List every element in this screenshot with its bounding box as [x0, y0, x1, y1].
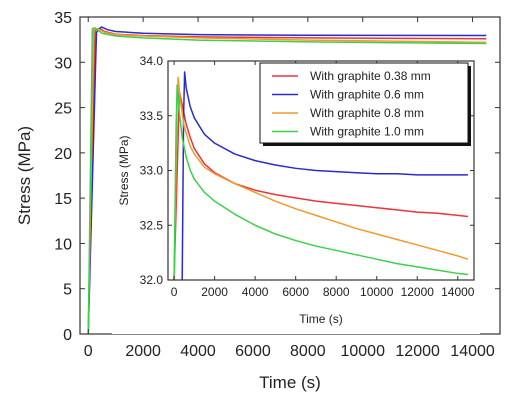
- inset-xtick-label: 2000: [201, 285, 228, 299]
- main-x-axis-label: Time (s): [259, 373, 321, 392]
- main-xtick-label: 10000: [340, 343, 385, 360]
- main-ytick-label: 25: [54, 101, 72, 118]
- inset-xtick-label: 0: [171, 285, 178, 299]
- legend-entry-with-graphite-0-38-mm: With graphite 0.38 mm: [310, 69, 431, 83]
- inset-xtick-label: 6000: [282, 285, 309, 299]
- inset-ytick-label: 34.0: [140, 54, 164, 68]
- main-xtick-label: 8000: [290, 343, 326, 360]
- main-ytick-label: 15: [54, 191, 72, 208]
- main-xtick-label: 6000: [235, 343, 271, 360]
- inset-x-axis-label: Time (s): [299, 312, 343, 326]
- inset-series-with-graphite-0-8-mm: [173, 76, 469, 280]
- legend-entry-with-graphite-1-0-mm: With graphite 1.0 mm: [310, 125, 424, 139]
- inset-ytick-label: 33.5: [140, 109, 164, 123]
- main-xtick-label: 0: [84, 343, 93, 360]
- main-series-with-graphite-1-0-mm: [87, 27, 487, 334]
- main-xtick-label: 12000: [395, 343, 440, 360]
- inset-y-axis-label: Stress (MPa): [117, 135, 131, 205]
- legend-entry-with-graphite-0-6-mm: With graphite 0.6 mm: [310, 88, 424, 102]
- main-ytick-label: 35: [54, 10, 72, 27]
- main-y-axis-label: Stress (MPa): [15, 126, 34, 225]
- inset-series-with-graphite-0-6-mm: [181, 71, 468, 280]
- main-ytick-label: 30: [54, 55, 72, 72]
- main-xtick-label: 2000: [125, 343, 161, 360]
- inset-xtick-label: 12000: [401, 285, 435, 299]
- main-xtick-label: 4000: [180, 343, 216, 360]
- inset-ytick-label: 33.0: [140, 164, 164, 178]
- inset-ytick-label: 32.0: [140, 273, 164, 287]
- inset-xtick-label: 8000: [323, 285, 350, 299]
- main-series-group: [87, 26, 487, 334]
- legend-entry-with-graphite-0-8-mm: With graphite 0.8 mm: [310, 106, 424, 120]
- inset-xtick-label: 10000: [360, 285, 394, 299]
- main-xtick-label: 14000: [450, 343, 495, 360]
- main-ytick-label: 0: [63, 327, 72, 344]
- main-ytick-label: 5: [63, 282, 72, 299]
- inset-series-group: [173, 71, 469, 280]
- inset-series-with-graphite-1-0-mm: [173, 84, 469, 280]
- inset-ytick-label: 32.5: [140, 218, 164, 232]
- main-ytick-label: 20: [54, 146, 72, 163]
- main-ytick-label: 10: [54, 236, 72, 253]
- legend: With graphite 0.38 mm With graphite 0.6 m…: [259, 62, 471, 146]
- inset-xtick-label: 14000: [441, 285, 475, 299]
- inset-xtick-label: 4000: [242, 285, 269, 299]
- main-series-with-graphite-0-8-mm: [87, 28, 487, 334]
- inset-plot: 0 2000 4000 6000 8000 10000 12000 14000 32.0 32.5…: [112, 52, 480, 334]
